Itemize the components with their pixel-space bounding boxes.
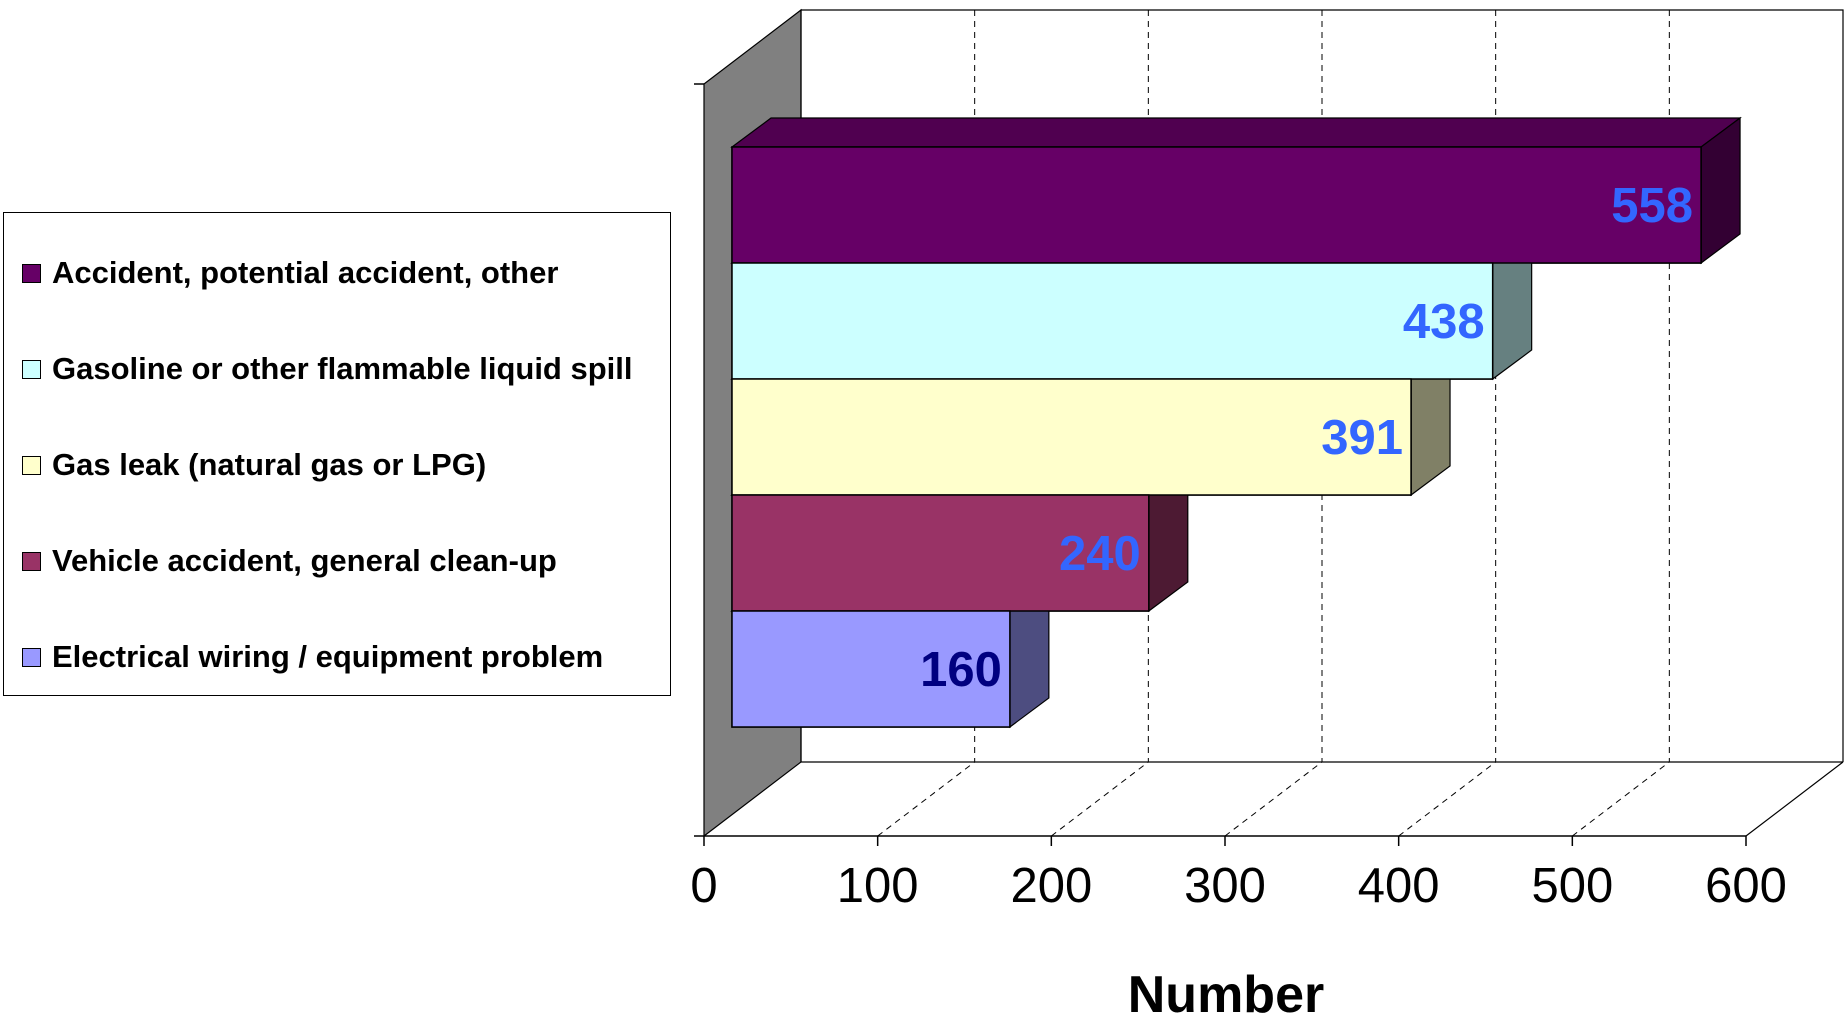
x-tick-label: 200 (1010, 859, 1092, 913)
legend-item: Accident, potential accident, other (22, 253, 558, 293)
bar-value-label: 160 (920, 643, 1002, 697)
legend-swatch (22, 455, 41, 475)
bar-value-label: 438 (1403, 295, 1485, 349)
bar-front (731, 146, 1702, 264)
bar-front (731, 262, 1494, 380)
legend-label: Vehicle accident, general clean-up (52, 543, 557, 578)
legend-swatch (22, 647, 41, 667)
legend-swatch (22, 551, 41, 571)
bar-front (731, 494, 1150, 612)
x-tick-label: 0 (690, 859, 717, 913)
bar-top (730, 117, 1742, 148)
bar-value-label: 391 (1321, 411, 1403, 465)
legend-swatch (22, 263, 41, 283)
legend-label: Electrical wiring / equipment problem (52, 639, 604, 674)
x-tick-label: 500 (1531, 859, 1613, 913)
x-tick-label: 400 (1358, 859, 1440, 913)
x-axis: 0 100 200 300 400 500 600 (690, 83, 1787, 913)
legend-item: Vehicle accident, general clean-up (22, 541, 557, 581)
legend-label: Gas leak (natural gas or LPG) (52, 447, 487, 482)
floor-gridline (1572, 761, 1670, 837)
floor-gridline (1051, 761, 1149, 837)
x-tick-label: 600 (1705, 859, 1787, 913)
x-tick-label: 300 (1184, 859, 1266, 913)
x-tick-label: 100 (837, 859, 919, 913)
legend-item: Electrical wiring / equipment problem (22, 637, 603, 677)
floor-gridline (1224, 761, 1323, 837)
legend-label: Accident, potential accident, other (52, 255, 559, 290)
bar-front (731, 378, 1412, 496)
floor-right-edge (1745, 761, 1844, 837)
bar-value-label: 558 (1611, 179, 1693, 233)
x-axis-title: Number (1128, 966, 1324, 1019)
floor-gridline (877, 761, 975, 837)
legend: Accident, potential accident, other Gaso… (3, 212, 671, 696)
bar-value-label: 240 (1059, 527, 1141, 581)
legend-item: Gasoline or other flammable liquid spill (22, 349, 633, 389)
legend-label: Gasoline or other flammable liquid spill (52, 351, 633, 386)
bars: 558438391240160558438391240160 (730, 116, 1742, 729)
floor-gridline (1398, 761, 1496, 837)
legend-item: Gas leak (natural gas or LPG) (22, 445, 486, 485)
legend-swatch (22, 359, 41, 379)
bar-front (731, 610, 1011, 728)
